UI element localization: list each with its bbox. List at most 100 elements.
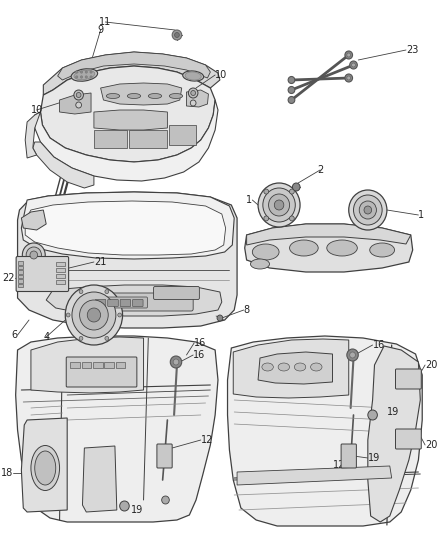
Bar xyxy=(93,362,102,368)
Polygon shape xyxy=(227,336,422,526)
Circle shape xyxy=(350,352,355,358)
Ellipse shape xyxy=(252,244,279,260)
Circle shape xyxy=(268,194,290,216)
Text: 23: 23 xyxy=(406,45,418,55)
Polygon shape xyxy=(18,192,237,328)
Circle shape xyxy=(188,88,198,98)
FancyBboxPatch shape xyxy=(396,429,421,449)
FancyBboxPatch shape xyxy=(120,300,131,306)
FancyBboxPatch shape xyxy=(66,357,137,387)
Circle shape xyxy=(26,247,42,263)
FancyBboxPatch shape xyxy=(154,287,199,300)
Circle shape xyxy=(349,190,387,230)
Circle shape xyxy=(288,96,295,103)
Circle shape xyxy=(191,91,195,95)
Bar xyxy=(56,268,65,272)
Circle shape xyxy=(217,315,223,321)
Polygon shape xyxy=(187,90,208,107)
Circle shape xyxy=(352,63,355,67)
Circle shape xyxy=(90,76,92,78)
Ellipse shape xyxy=(148,93,162,99)
Polygon shape xyxy=(233,339,349,398)
Circle shape xyxy=(30,251,38,259)
Polygon shape xyxy=(101,83,182,105)
Ellipse shape xyxy=(262,363,273,371)
Polygon shape xyxy=(237,466,392,485)
Ellipse shape xyxy=(127,93,141,99)
Ellipse shape xyxy=(311,363,322,371)
Ellipse shape xyxy=(327,240,357,256)
Circle shape xyxy=(85,76,88,78)
FancyBboxPatch shape xyxy=(95,300,106,306)
Circle shape xyxy=(290,216,294,221)
Circle shape xyxy=(162,496,170,504)
Circle shape xyxy=(76,76,78,78)
Text: 11: 11 xyxy=(99,17,112,27)
Circle shape xyxy=(72,292,116,338)
Text: 18: 18 xyxy=(0,468,13,478)
FancyBboxPatch shape xyxy=(396,369,421,389)
Circle shape xyxy=(76,93,81,98)
Circle shape xyxy=(347,76,351,80)
Circle shape xyxy=(172,30,182,40)
Ellipse shape xyxy=(278,363,290,371)
Ellipse shape xyxy=(370,243,395,257)
Circle shape xyxy=(76,102,81,108)
Polygon shape xyxy=(16,336,218,522)
Text: 19: 19 xyxy=(387,407,399,417)
Text: 1: 1 xyxy=(418,210,424,220)
Bar xyxy=(56,262,65,266)
Circle shape xyxy=(66,313,70,317)
Circle shape xyxy=(87,308,101,322)
Circle shape xyxy=(22,243,45,267)
Circle shape xyxy=(85,71,88,73)
Polygon shape xyxy=(35,100,218,181)
FancyBboxPatch shape xyxy=(108,300,118,306)
Text: 22: 22 xyxy=(2,273,15,283)
Bar xyxy=(170,125,196,145)
Circle shape xyxy=(293,183,300,191)
Circle shape xyxy=(350,61,357,69)
Text: 20: 20 xyxy=(95,485,108,495)
Circle shape xyxy=(80,300,108,330)
Text: 4: 4 xyxy=(43,332,49,342)
Circle shape xyxy=(90,71,92,73)
Polygon shape xyxy=(31,337,144,393)
Bar xyxy=(18,265,23,269)
Text: 19: 19 xyxy=(368,453,380,463)
Circle shape xyxy=(175,33,179,37)
Bar xyxy=(18,279,23,282)
Text: 12: 12 xyxy=(333,460,346,470)
Polygon shape xyxy=(21,418,67,512)
Polygon shape xyxy=(94,110,167,130)
Bar xyxy=(56,274,65,278)
Circle shape xyxy=(190,100,196,106)
Polygon shape xyxy=(368,346,420,522)
Polygon shape xyxy=(33,142,94,188)
Text: 2: 2 xyxy=(317,165,323,175)
Circle shape xyxy=(173,359,179,365)
Text: 16: 16 xyxy=(373,340,385,350)
Text: 9: 9 xyxy=(98,25,104,35)
Ellipse shape xyxy=(185,72,201,80)
Ellipse shape xyxy=(251,259,269,269)
Ellipse shape xyxy=(294,363,306,371)
Polygon shape xyxy=(245,224,413,272)
FancyBboxPatch shape xyxy=(341,444,357,468)
Text: 19: 19 xyxy=(131,505,143,515)
Bar xyxy=(129,130,167,148)
Text: 10: 10 xyxy=(31,105,43,115)
Ellipse shape xyxy=(31,446,60,490)
Bar xyxy=(94,130,127,148)
Circle shape xyxy=(288,86,295,93)
Circle shape xyxy=(65,285,123,345)
Circle shape xyxy=(290,189,294,194)
Ellipse shape xyxy=(74,70,95,80)
Text: 20: 20 xyxy=(425,440,438,450)
Bar xyxy=(70,362,80,368)
Ellipse shape xyxy=(106,93,120,99)
Circle shape xyxy=(347,53,351,57)
Polygon shape xyxy=(258,352,332,384)
Circle shape xyxy=(344,450,353,460)
FancyBboxPatch shape xyxy=(93,297,147,308)
